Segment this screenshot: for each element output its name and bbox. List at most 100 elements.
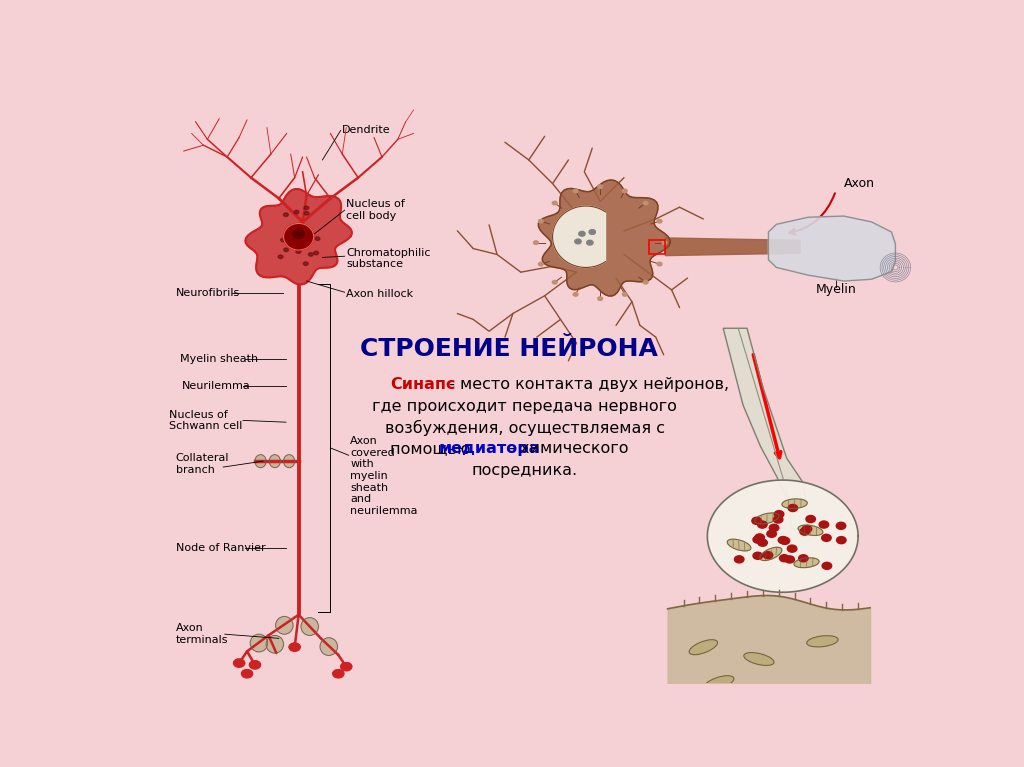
Ellipse shape [296, 250, 301, 253]
Ellipse shape [313, 251, 318, 255]
Text: Nucleus of
Schwann cell: Nucleus of Schwann cell [169, 410, 243, 431]
Bar [649, 239, 666, 255]
Text: возбуждения, осуществляемая с: возбуждения, осуществляемая с [385, 420, 665, 436]
Ellipse shape [308, 252, 313, 256]
Ellipse shape [284, 455, 295, 468]
Ellipse shape [689, 640, 718, 655]
Ellipse shape [598, 185, 602, 189]
Circle shape [778, 537, 787, 544]
Ellipse shape [643, 201, 648, 205]
Polygon shape [666, 238, 800, 255]
Circle shape [753, 536, 763, 543]
Ellipse shape [275, 617, 293, 634]
Ellipse shape [552, 201, 557, 205]
Circle shape [800, 528, 809, 535]
Text: посредника.: посредника. [472, 463, 578, 478]
Ellipse shape [255, 455, 266, 468]
Ellipse shape [783, 689, 814, 700]
Ellipse shape [321, 637, 338, 656]
Circle shape [242, 670, 253, 678]
Text: медиатора: медиатора [439, 441, 541, 456]
Ellipse shape [573, 189, 578, 193]
Circle shape [587, 240, 593, 245]
Text: Nucleus of
cell body: Nucleus of cell body [346, 199, 404, 221]
Ellipse shape [297, 232, 301, 235]
Text: Neurilemma: Neurilemma [182, 381, 251, 391]
Polygon shape [553, 206, 605, 268]
Ellipse shape [798, 525, 823, 535]
Ellipse shape [534, 241, 539, 245]
Text: Chromatophilic
substance: Chromatophilic substance [346, 248, 431, 269]
Ellipse shape [643, 281, 648, 284]
Polygon shape [246, 189, 352, 285]
Circle shape [289, 643, 300, 651]
Circle shape [574, 239, 582, 244]
Ellipse shape [284, 213, 289, 216]
Ellipse shape [284, 223, 313, 250]
Ellipse shape [657, 219, 662, 223]
Ellipse shape [623, 292, 627, 296]
Circle shape [799, 555, 808, 562]
Circle shape [837, 537, 846, 544]
Text: Node of Ranvier: Node of Ranvier [176, 543, 265, 553]
Ellipse shape [304, 206, 309, 209]
Ellipse shape [782, 499, 807, 509]
Circle shape [822, 562, 831, 569]
Ellipse shape [760, 547, 782, 561]
Text: СТРОЕНИЕ НЕЙРОНА: СТРОЕНИЕ НЕЙРОНА [360, 337, 657, 361]
Ellipse shape [727, 539, 751, 551]
Ellipse shape [250, 634, 267, 652]
Circle shape [233, 659, 245, 667]
Text: Синапс: Синапс [390, 377, 456, 393]
Ellipse shape [807, 636, 838, 647]
Circle shape [758, 539, 767, 546]
Circle shape [758, 521, 767, 528]
Circle shape [773, 516, 783, 523]
Circle shape [788, 505, 798, 512]
Text: Dendrite: Dendrite [342, 126, 391, 136]
Circle shape [802, 525, 812, 532]
Circle shape [755, 534, 765, 541]
Ellipse shape [281, 239, 286, 242]
Circle shape [579, 232, 585, 236]
Ellipse shape [663, 241, 667, 245]
Text: Axon hillock: Axon hillock [346, 289, 414, 299]
Text: Neurofibrils: Neurofibrils [176, 288, 240, 298]
Ellipse shape [743, 653, 774, 666]
Text: где происходит передача нервного: где происходит передача нервного [373, 399, 677, 413]
Ellipse shape [303, 262, 308, 265]
Ellipse shape [301, 617, 318, 635]
Text: Myelin: Myelin [815, 283, 856, 296]
Circle shape [837, 522, 846, 529]
Ellipse shape [705, 676, 734, 690]
Text: Axon
covered
with
myelin
sheath
and
neurilemma: Axon covered with myelin sheath and neur… [350, 436, 418, 515]
Circle shape [753, 552, 763, 559]
Ellipse shape [293, 229, 304, 239]
Text: - химического: - химического [504, 441, 629, 456]
Polygon shape [708, 480, 858, 592]
Ellipse shape [539, 219, 543, 223]
Circle shape [780, 537, 790, 545]
Ellipse shape [539, 262, 543, 266]
Circle shape [250, 661, 260, 669]
Text: помощью: помощью [390, 441, 475, 456]
Ellipse shape [294, 210, 299, 214]
Ellipse shape [794, 558, 819, 568]
Circle shape [769, 525, 779, 532]
Ellipse shape [623, 189, 627, 193]
Ellipse shape [657, 262, 662, 266]
Text: Myelin sheath: Myelin sheath [179, 354, 258, 364]
Polygon shape [768, 216, 895, 281]
Ellipse shape [269, 455, 281, 468]
Ellipse shape [315, 237, 319, 240]
Circle shape [341, 663, 352, 671]
Circle shape [767, 530, 776, 538]
Circle shape [734, 556, 744, 563]
Circle shape [821, 535, 831, 542]
Text: - место контакта двух нейронов,: - место контакта двух нейронов, [443, 377, 729, 393]
Circle shape [333, 670, 344, 678]
Ellipse shape [755, 513, 779, 524]
Text: Axon: Axon [844, 176, 874, 189]
Circle shape [779, 555, 790, 561]
Text: Collateral
branch: Collateral branch [176, 453, 229, 475]
